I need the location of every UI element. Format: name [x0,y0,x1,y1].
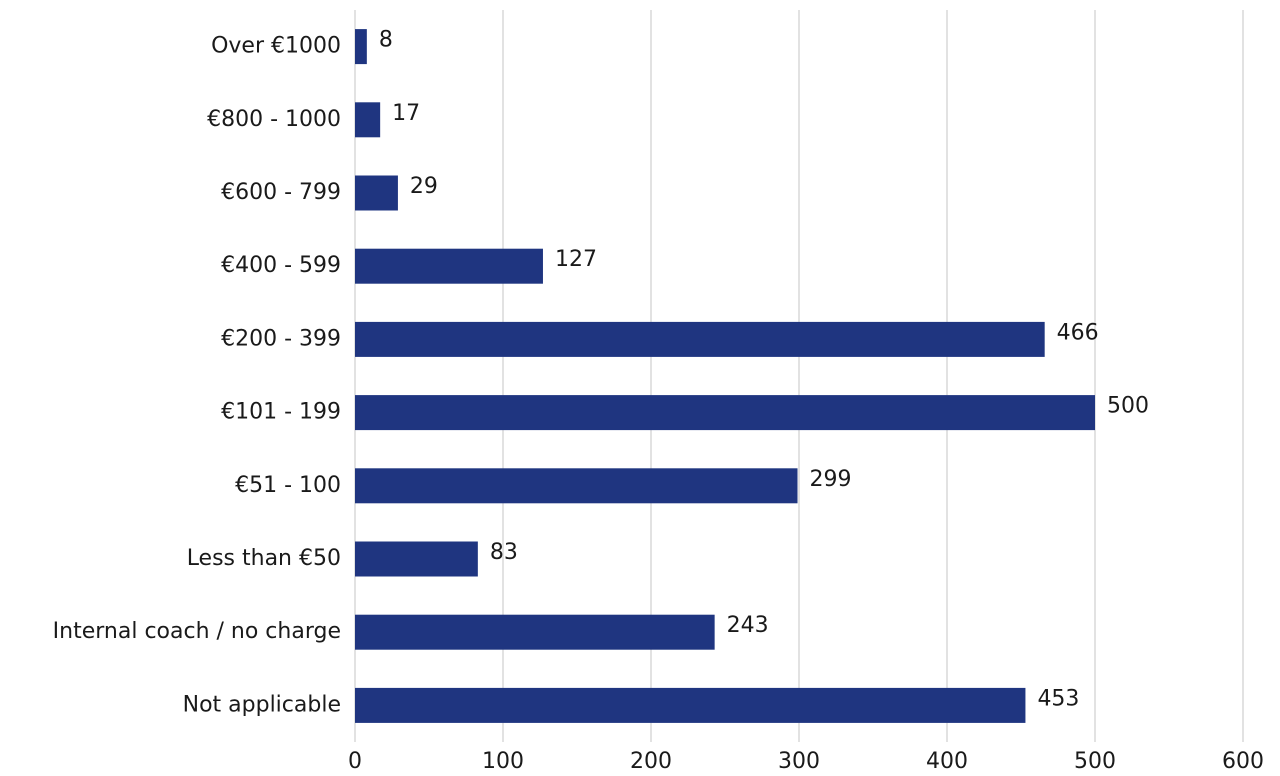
x-tick-label: 0 [348,749,362,774]
data-label: 299 [810,467,852,492]
y-tick-label: Internal coach / no charge [53,619,341,644]
bar [355,321,1045,357]
y-tick-label: Less than €50 [187,546,341,571]
y-tick-label: Over €1000 [211,34,341,59]
data-label: 466 [1057,320,1099,345]
bar [355,102,381,138]
data-label: 243 [727,613,769,638]
y-tick-label: €400 - 599 [221,253,341,278]
data-label: 500 [1107,394,1149,419]
y-tick-label: €600 - 799 [221,180,341,205]
data-label: 127 [555,247,597,272]
y-tick-label: €200 - 399 [221,326,341,351]
y-tick-label: €101 - 199 [221,400,341,425]
data-label: 83 [490,540,518,565]
bar [355,687,1026,723]
data-label: 29 [410,174,438,199]
y-tick-label: €800 - 1000 [207,107,341,132]
x-tick-label: 300 [778,749,820,774]
bar [355,248,543,284]
data-label: 453 [1037,686,1079,711]
x-tick-label: 500 [1074,749,1116,774]
bar [355,614,715,650]
data-label: 8 [379,28,393,53]
bar [355,468,798,504]
bar [355,29,367,65]
bar [355,175,398,211]
bar [355,395,1095,431]
data-label: 17 [392,101,420,126]
x-tick-label: 200 [630,749,672,774]
bar [355,541,478,577]
x-tick-label: 400 [926,749,968,774]
y-tick-label: €51 - 100 [235,473,341,498]
y-tick-label: Not applicable [183,692,341,717]
x-tick-label: 100 [482,749,524,774]
x-tick-label: 600 [1222,749,1264,774]
